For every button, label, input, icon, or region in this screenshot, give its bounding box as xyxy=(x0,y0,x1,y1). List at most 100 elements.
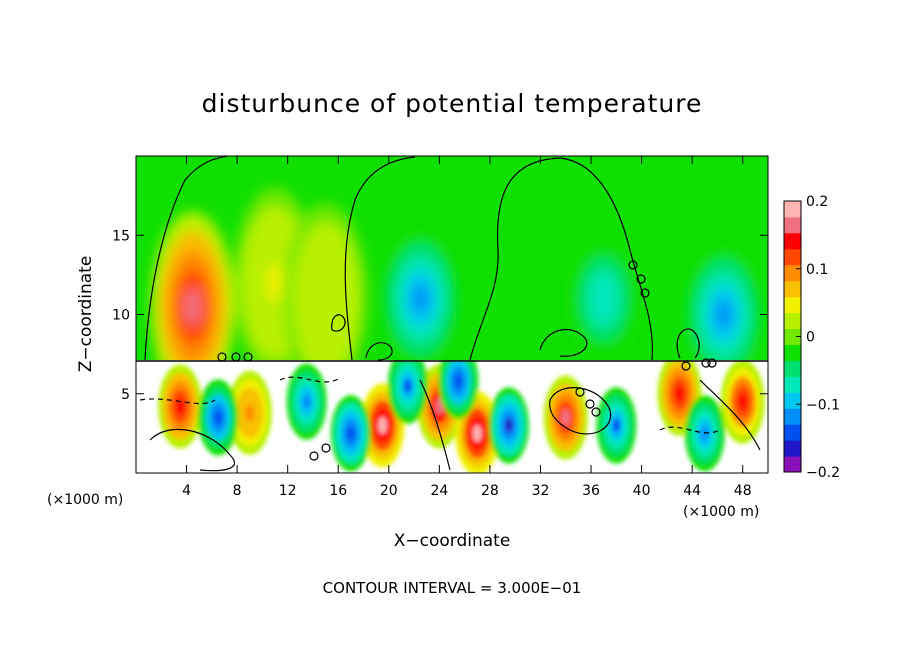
y-tick-label: 15 xyxy=(112,228,130,244)
colorbar-segment xyxy=(784,296,801,314)
x-axis-label: X−coordinate xyxy=(394,531,511,551)
warm-anomaly xyxy=(434,398,444,415)
colorbar-tick-label: 0.2 xyxy=(806,194,828,210)
contour-ring xyxy=(707,358,717,368)
x-tick-label: 40 xyxy=(633,483,651,499)
colorbar-segment xyxy=(784,201,801,218)
x-tick-label: 12 xyxy=(279,483,297,499)
colorbar-segment xyxy=(784,440,801,457)
colorbar-segment xyxy=(784,392,801,409)
contour-ring xyxy=(575,387,585,397)
x-tick-label: 32 xyxy=(532,483,550,499)
contour-ring xyxy=(243,352,253,362)
x-unit-label: (×1000 m) xyxy=(47,492,123,508)
contour-ring xyxy=(585,399,595,409)
cold-anomaly xyxy=(612,417,621,434)
y-tick-label: 10 xyxy=(112,308,130,324)
warm-anomaly xyxy=(378,417,387,434)
contour-ring xyxy=(681,361,691,371)
cold-anomaly xyxy=(403,378,412,394)
lower-field xyxy=(136,360,768,473)
cold-anomaly xyxy=(595,284,612,313)
contour-zero-upper-3 xyxy=(469,157,653,361)
contour-ring xyxy=(217,352,227,362)
warm-anomaly xyxy=(175,398,185,415)
colorbar-segment xyxy=(784,360,801,377)
cold-anomaly xyxy=(214,409,223,426)
x-tick-label: 24 xyxy=(430,483,448,499)
contour-lower-dashed-3 xyxy=(279,376,341,383)
warm-anomaly xyxy=(675,385,684,403)
contour-zero-upper-1 xyxy=(144,156,229,361)
contour-lower-2 xyxy=(549,387,612,435)
colorbar-segment xyxy=(784,216,801,234)
plot-area xyxy=(135,155,769,474)
colorbar-segment xyxy=(784,424,801,441)
colorbar-segment xyxy=(784,312,801,330)
contour-ring xyxy=(636,274,646,284)
x-axis: 4 8 12 16 20 24 28 32 36 40 44 48 xyxy=(182,156,752,499)
warm-anomaly xyxy=(184,287,202,326)
contour-closed-3 xyxy=(365,342,393,361)
x-tick-label: 8 xyxy=(233,483,242,499)
x-tick-label: 4 xyxy=(182,483,191,499)
contour-lines xyxy=(136,156,768,472)
warm-anomaly xyxy=(738,393,748,411)
warm-anomaly xyxy=(317,279,334,318)
contour-ring xyxy=(701,358,711,368)
contour-lower-4 xyxy=(699,379,761,451)
cold-anomaly xyxy=(504,417,513,434)
colorbar-tick-label: 0.1 xyxy=(806,262,828,278)
cold-anomaly xyxy=(715,300,732,329)
colorbar-segment xyxy=(784,328,801,345)
colorbar: 0.2 0.1 0 −0.1 −0.2 xyxy=(783,194,840,481)
colorbar-segment xyxy=(784,456,801,473)
colorbar-segment xyxy=(784,408,801,425)
x-unit-label-right: (×1000 m) xyxy=(683,504,759,520)
warm-anomaly xyxy=(245,404,255,422)
contour-ring xyxy=(309,451,319,461)
colorbar-segment xyxy=(784,376,801,393)
contour-zero-upper-2 xyxy=(344,156,416,361)
upper-field xyxy=(136,156,768,361)
colorbar-segment xyxy=(784,264,801,282)
x-tick-label: 16 xyxy=(329,483,347,499)
contour-ring xyxy=(231,352,241,362)
x-tick-label: 28 xyxy=(481,483,499,499)
contour-lower-dashed-1 xyxy=(139,398,216,405)
x-tick-label: 44 xyxy=(683,483,701,499)
x-tick-label: 20 xyxy=(380,483,398,499)
colorbar-segment xyxy=(784,280,801,298)
cold-anomaly xyxy=(454,373,463,389)
colorbar-segment xyxy=(784,248,801,266)
contour-lower-3 xyxy=(419,379,451,471)
y-axis: 5 10 15 xyxy=(112,228,768,403)
contour-closed-1 xyxy=(676,328,700,359)
x-tick-label: 36 xyxy=(582,483,600,499)
warm-anomaly xyxy=(472,424,482,442)
cold-anomaly xyxy=(346,425,355,441)
contour-interval-note: CONTOUR INTERVAL = 3.000E−01 xyxy=(323,579,582,597)
contour-ring xyxy=(321,443,331,453)
colorbar-tick-label: −0.2 xyxy=(806,465,840,481)
colorbar-tick-label: −0.1 xyxy=(806,397,840,413)
contour-closed-2 xyxy=(539,328,588,357)
contour-lower-dashed-2 xyxy=(659,426,721,434)
warm-anomaly xyxy=(561,409,571,426)
lower-anomalies xyxy=(158,360,765,473)
y-axis-label: Z−coordinate xyxy=(76,256,96,373)
colorbar-tick-label: 0 xyxy=(806,330,815,346)
y-tick-label: 5 xyxy=(121,387,130,403)
chart-title: disturbunce of potential temperature xyxy=(202,89,703,118)
contour-ring xyxy=(628,260,638,270)
contour-ring xyxy=(591,407,601,417)
cold-anomaly xyxy=(412,284,429,313)
colorbar-segment xyxy=(784,344,801,361)
upper-anomalies xyxy=(150,187,764,361)
contour-closed-4 xyxy=(331,314,346,332)
warm-anomaly xyxy=(266,263,284,302)
contour-ring xyxy=(640,288,650,298)
x-tick-label: 48 xyxy=(734,483,752,499)
contour-lower-1 xyxy=(149,428,236,472)
